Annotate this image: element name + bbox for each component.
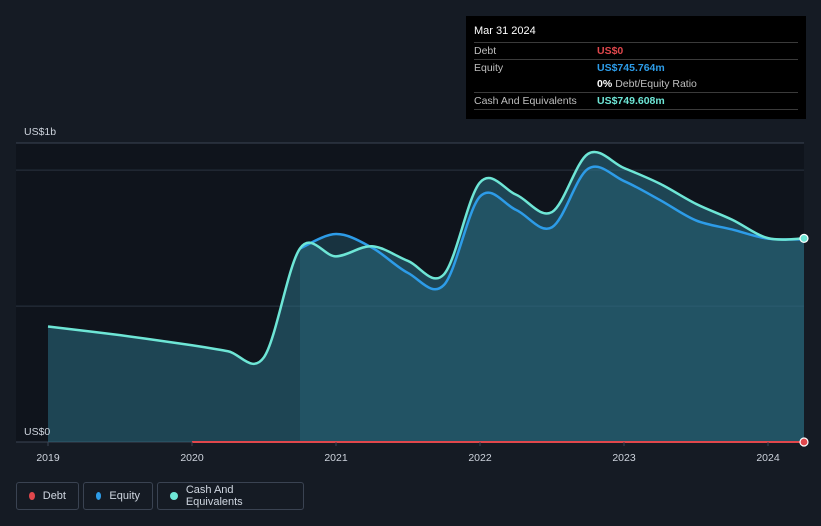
x-tick-label: 2019 (36, 452, 60, 464)
x-tick-label: 2023 (612, 452, 636, 464)
tooltip-cash-value: US$749.608m (597, 95, 665, 107)
x-tick-label: 2024 (756, 452, 780, 464)
cash-area (48, 152, 804, 443)
legend-cash-dot (170, 492, 178, 500)
legend-debt[interactable]: Debt (16, 482, 79, 510)
tooltip-ratio-value: 0% (597, 78, 613, 90)
tooltip-debt-row: Debt US$0 (474, 43, 798, 60)
tooltip-equity-value: US$745.764m (597, 62, 665, 74)
tooltip-date: Mar 31 2024 (474, 22, 798, 43)
legend-debt-label: Debt (42, 490, 66, 502)
y-axis-bottom-label: US$0 (24, 426, 50, 438)
tooltip-cash-label: Cash And Equivalents (474, 95, 577, 107)
tooltip-equity-label: Equity (474, 62, 504, 74)
tooltip-panel: Mar 31 2024 Debt US$0 Equity US$745.764m… (466, 16, 806, 119)
tooltip-equity-row: Equity US$745.764m (474, 60, 798, 76)
cash-end-marker (799, 233, 809, 244)
legend-equity-label: Equity (109, 490, 140, 502)
x-tick-label: 2020 (180, 452, 204, 464)
legend-cash[interactable]: Cash And Equivalents (157, 482, 304, 510)
legend-cash-label: Cash And Equivalents (185, 484, 243, 508)
legend-equity[interactable]: Equity (83, 482, 153, 510)
x-tick-label: 2021 (324, 452, 348, 464)
equity-line (299, 165, 805, 291)
equity-area (300, 166, 804, 442)
tooltip-cash-row: Cash And Equivalents US$749.608m (474, 93, 798, 110)
cash-line (47, 150, 805, 366)
debt-end-marker (799, 437, 809, 447)
legend-debt-dot (29, 492, 35, 500)
tooltip-ratio-row: 0% Debt/Equity Ratio (474, 76, 798, 93)
tooltip-debt-value: US$0 (597, 45, 624, 57)
y-axis-top-label: US$1b (24, 126, 56, 138)
legend-equity-dot (96, 492, 102, 500)
tooltip-debt-label: Debt (474, 45, 497, 57)
tooltip-ratio-label: Debt/Equity Ratio (615, 78, 697, 90)
x-tick-label: 2022 (468, 452, 492, 464)
